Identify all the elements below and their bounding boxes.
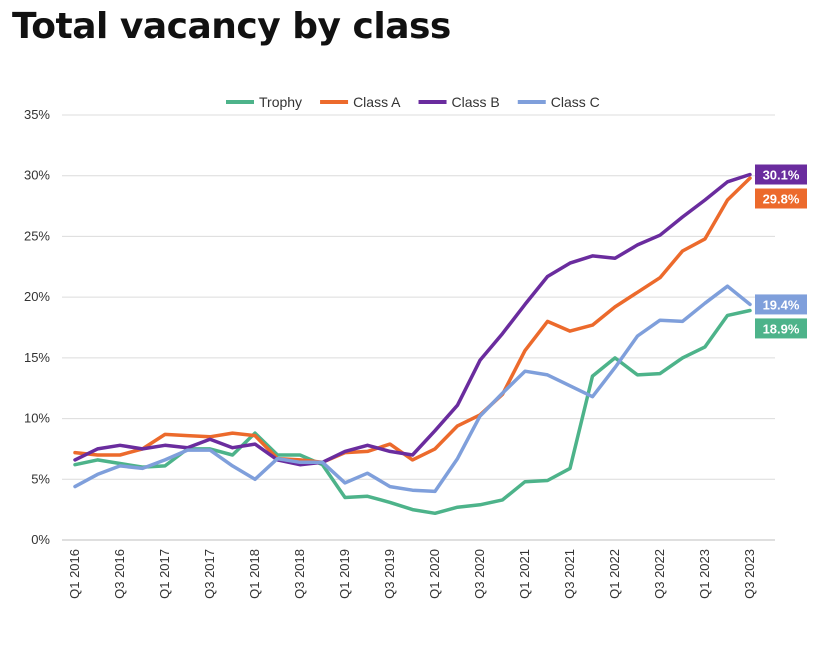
y-tick-label: 35%	[24, 107, 50, 122]
x-tick-label: Q3 2018	[292, 549, 307, 599]
end-label-box-trophy	[755, 318, 807, 339]
y-tick-label: 10%	[24, 411, 50, 426]
x-tick-label: Q3 2023	[742, 549, 757, 599]
x-tick-label: Q1 2016	[67, 549, 82, 599]
legend: Trophy Class A Class B Class C	[226, 94, 600, 110]
x-tick-label: Q1 2017	[157, 549, 172, 599]
legend-label-class-a: Class A	[353, 94, 401, 110]
end-label-box-class-b	[755, 164, 807, 185]
end-labels: 30.1% 29.8% 19.4% 18.9%	[755, 164, 807, 339]
end-label-class-b: 30.1%	[763, 168, 800, 183]
y-tick-label: 0%	[31, 532, 50, 547]
x-tick-label: Q1 2022	[607, 549, 622, 599]
series-line-class-b	[73, 172, 752, 467]
end-label-class-a: 29.8%	[763, 192, 800, 207]
end-label-trophy: 18.9%	[763, 321, 800, 336]
x-tick-label: Q3 2022	[652, 549, 667, 599]
end-label-class-c: 19.4%	[763, 297, 800, 312]
series-line-class-a	[73, 176, 752, 465]
x-tick-label: Q3 2017	[202, 549, 217, 599]
legend-label-class-c: Class C	[551, 94, 600, 110]
x-tick-label: Q1 2018	[247, 549, 262, 599]
x-tick-label: Q1 2023	[697, 549, 712, 599]
x-tick-label: Q3 2021	[562, 549, 577, 599]
x-axis-ticks: Q1 2016 Q3 2016 Q1 2017 Q3 2017 Q1 2018 Q3 20…	[67, 549, 757, 599]
end-label-box-class-a	[755, 188, 807, 209]
y-tick-label: 5%	[31, 471, 50, 486]
y-tick-label: 30%	[24, 168, 50, 183]
chart-title: Total vacancy by class	[12, 6, 451, 47]
legend-label-class-b: Class B	[452, 94, 500, 110]
y-tick-label: 20%	[24, 289, 50, 304]
y-axis-ticks: 0% 5% 10% 15% 20% 25% 30% 35%	[24, 107, 50, 547]
y-tick-label: 25%	[24, 228, 50, 243]
y-tick-label: 15%	[24, 350, 50, 365]
legend-label-trophy: Trophy	[259, 94, 302, 110]
series-line-class-c	[73, 284, 752, 494]
series-lines	[73, 172, 752, 516]
x-tick-label: Q1 2019	[337, 549, 352, 599]
gridlines	[62, 114, 775, 541]
end-label-box-class-c	[755, 294, 807, 315]
x-tick-label: Q3 2016	[112, 549, 127, 599]
x-tick-label: Q3 2019	[382, 549, 397, 599]
x-tick-label: Q1 2021	[517, 549, 532, 599]
x-tick-label: Q1 2020	[427, 549, 442, 599]
series-line-trophy	[73, 308, 752, 516]
x-tick-label: Q3 2020	[472, 549, 487, 599]
